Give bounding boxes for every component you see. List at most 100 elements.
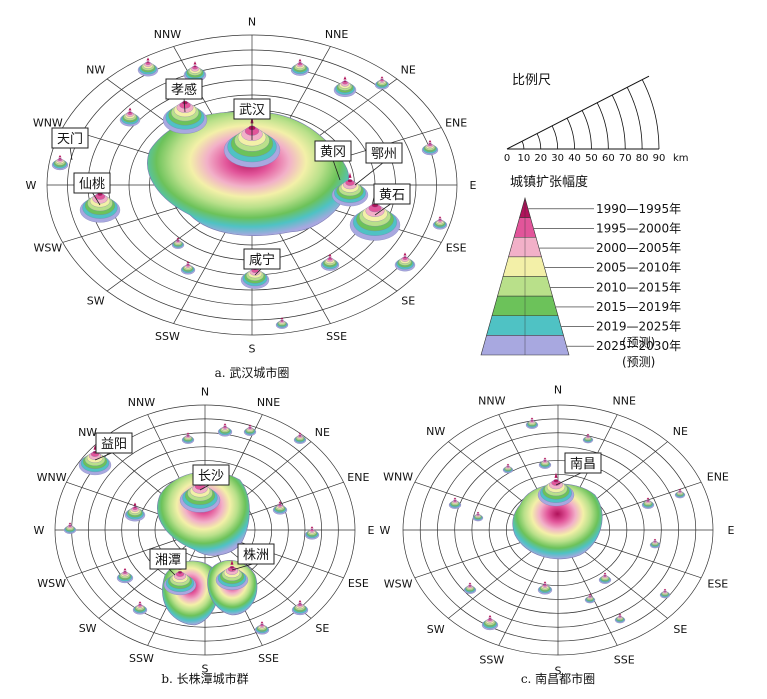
compass-label-sse: SSE [258,652,279,665]
scale-title: 比例尺 [512,73,551,88]
scale-diagonal [506,75,650,150]
xianning-peak [240,262,270,289]
compass-label-nw: NW [86,63,105,76]
compass-label-s: S [555,664,562,677]
compass-label-wsw: WSW [384,578,413,591]
panel-a-wuhan: N NNE NE ENE E ESE SE SSE S SSW SW WSW W WNW NW NNW 武汉 孝… [26,15,477,380]
panel-a-caption: a. 武汉城市圈 [215,365,290,380]
scale-unit: km [673,153,689,164]
expansion-peak [432,216,448,230]
compass-label-nw: NW [426,425,445,438]
legend: 城镇扩张幅度 1990—1995年 1995—2000年 2000—2005年 200… [480,174,681,369]
expansion-peak [217,423,233,437]
compass-label-wsw: WSW [37,577,66,590]
city-label: 黄冈 [320,145,346,160]
expansion-peak [137,57,159,77]
scale-tick-label: 70 [619,153,632,164]
legend-period-label: 2025—2030年 [596,339,681,353]
city-label: 益阳 [101,437,127,452]
legend-period-label: 2015—2019年 [596,300,681,314]
compass-label-sw: SW [79,622,97,635]
expansion-peak [320,253,340,271]
wuhan-peak [223,115,281,168]
expansion-peak [116,568,134,584]
changsha-peak [179,475,221,513]
scale-arc [596,102,609,150]
compass-label-wnw: WNW [33,116,63,129]
compass-label-ene: ENE [445,116,467,129]
scale-bar: 比例尺 0 10 20 30 40 50 60 70 80 90 km [504,73,689,164]
city-label: 天门 [57,132,83,147]
xiantao-peak [79,185,121,223]
expansion-peak [538,457,552,469]
scale-tick-label: 60 [602,153,615,164]
compass-label-s: S [202,663,209,676]
expansion-peak [254,621,270,635]
expansion-peak [293,432,307,444]
legend-period-note: (预测) [622,336,655,350]
panel-b-changzhutan: N NNE NE ENE E ESE SE SSE S SSW SW WSW W WNW NW NNW 益阳长… [34,385,375,686]
compass-label-sw: SW [427,623,445,636]
legend-title: 城镇扩张幅度 [510,174,588,190]
expansion-peak [171,237,185,249]
xiaogan-peak [162,92,208,134]
legend-period-note: (预测) [622,355,655,369]
expansion-peak [582,433,594,444]
compass-label-nnw: NNW [128,396,155,409]
compass-label-ssw: SSW [155,330,180,343]
city-label-box [51,127,89,149]
expansion-peak [472,511,484,522]
expansion-peak [649,538,661,549]
city-label: 南昌 [570,456,596,472]
panel-c-caption: c. 南昌都市圈 [521,671,595,686]
compass-label-ese: ESE [446,242,467,255]
expansion-peak [290,58,310,76]
expansion-peak [132,601,148,615]
city-label: 咸宁 [249,252,275,268]
compass-label-ssw: SSW [479,654,504,667]
compass-label-ne: NE [401,63,416,76]
city-label: 仙桃 [79,177,105,192]
expansion-peak [243,424,257,436]
expansion-peak [180,261,196,275]
city-label: 长沙 [198,469,224,484]
expansion-peak [448,497,462,509]
compass-label-e: E [368,524,375,537]
expansion-peak [304,526,320,540]
city-label: 湘潭 [155,553,181,568]
compass-label-w: W [26,179,37,192]
expansion-peak [394,252,416,272]
compass-label-s: S [249,343,256,356]
expansion-peak [674,488,686,499]
expansion-peak [463,582,477,594]
compass-label-se: SE [315,622,329,635]
city-label-box [564,452,602,474]
compass-label-ene: ENE [347,471,369,484]
huangshi-peak [349,193,401,241]
expansion-peak [525,417,539,429]
scale-arc [536,133,542,150]
compass-label-e: E [728,524,735,537]
city-label-box [243,248,281,270]
expansion-peak [374,76,390,90]
scale-tick-label: 20 [534,153,547,164]
compass-label-se: SE [673,623,687,636]
compass-label-ese: ESE [348,577,369,590]
expansion-peak [183,61,207,82]
compass-label-n: N [554,384,562,397]
expansion-peak [502,463,514,474]
expansion-peak [421,140,439,156]
expansion-peak [584,593,596,604]
city-label: 武汉 [239,103,265,118]
expansion-peak [659,588,671,599]
scale-arc [566,117,575,150]
legend-period-label: 2005—2010年 [596,261,681,275]
zhuzhou-peak [215,560,249,591]
scale-tick-label: 40 [568,153,581,164]
compass-label-nw: NW [78,426,97,439]
compass-label-nne: NNE [325,28,348,41]
legend-period-label: 2000—2005年 [596,241,681,255]
compass-label-n: N [248,15,256,28]
